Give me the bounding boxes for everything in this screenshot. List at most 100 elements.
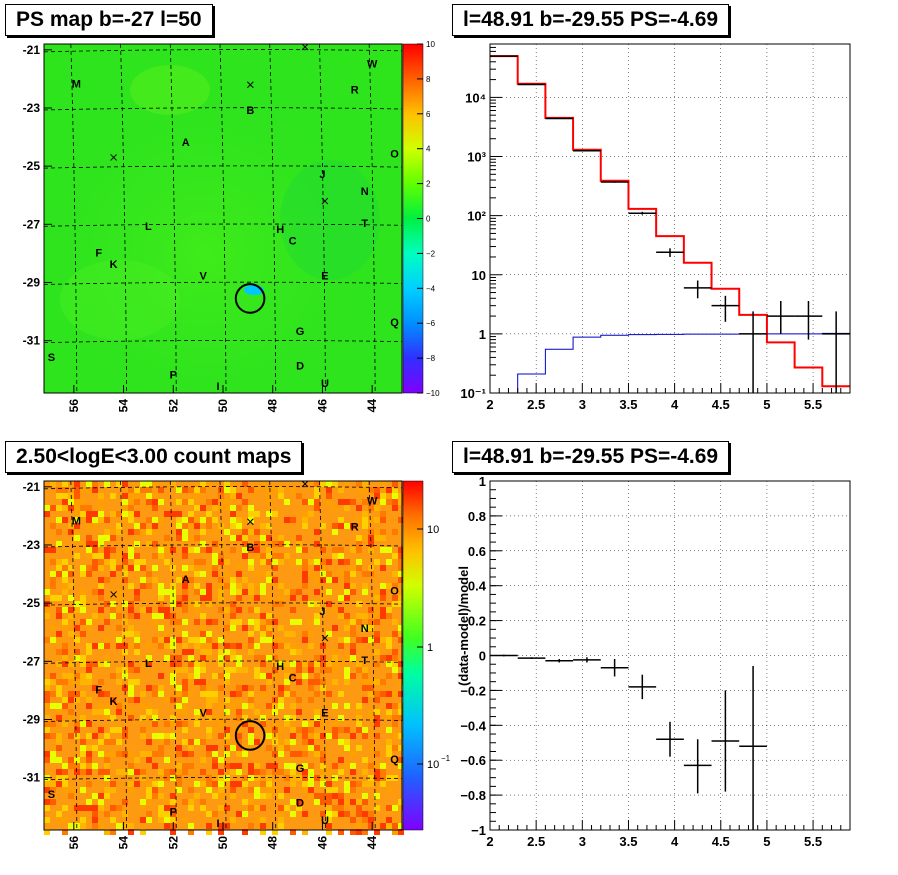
count-map-pixel [314, 721, 320, 727]
count-map-pixel [200, 661, 206, 667]
count-map-pixel [86, 571, 92, 577]
count-map-pixel [182, 487, 188, 493]
count-map-pixel [164, 775, 170, 781]
count-map-pixel [314, 715, 320, 721]
count-map-pixel [230, 577, 236, 583]
source-label: O [390, 585, 399, 597]
colorbar-tick-label: −8 [426, 354, 436, 363]
count-map-pixel [356, 709, 362, 715]
count-map-pixel [332, 805, 338, 811]
count-map-pixel [302, 577, 308, 583]
source-label: C [289, 673, 297, 685]
count-map-pixel [62, 679, 68, 685]
count-map-pixel [218, 505, 224, 511]
count-map-pixel [260, 559, 266, 565]
count-map-pixel [50, 787, 56, 793]
count-map-pixel [314, 541, 320, 547]
count-map-pixel [362, 829, 368, 835]
count-map-pixel [344, 637, 350, 643]
count-map-pixel [176, 517, 182, 523]
count-map-pixel [200, 613, 206, 619]
ps-map-texture [44, 44, 402, 393]
count-map-pixel [56, 739, 62, 745]
count-map-pixel [110, 607, 116, 613]
count-map-pixel [362, 535, 368, 541]
count-map-pixel [380, 589, 386, 595]
count-map-pixel [392, 487, 398, 493]
count-map-pixel [368, 565, 374, 571]
count-map-pixel [134, 781, 140, 787]
count-map-pixel [290, 781, 296, 787]
count-map-pixel [62, 505, 68, 511]
count-map-pixel [278, 535, 284, 541]
count-map-pixel [230, 511, 236, 517]
spectrum-y-tick-label: 10³ [467, 150, 486, 165]
count-map-pixel [56, 811, 62, 817]
count-map-pixel [398, 553, 404, 559]
source-label: O [390, 148, 399, 160]
count-map-pixel [230, 625, 236, 631]
count-map-pixel [74, 601, 80, 607]
count-map-pixel [218, 493, 224, 499]
count-map-pixel [188, 799, 194, 805]
count-map-pixel [122, 751, 128, 757]
count-map-pixel [140, 487, 146, 493]
residual-y-tick-label: 0.4 [468, 579, 487, 594]
count-map-pixel [176, 523, 182, 529]
count-map-pixel [290, 703, 296, 709]
count-map-pixel [284, 499, 290, 505]
count-map-pixel [164, 511, 170, 517]
count-map-pixel [254, 673, 260, 679]
count-colorbar-label: 10 [427, 524, 439, 536]
count-map-pixel [326, 577, 332, 583]
count-map-pixel [326, 691, 332, 697]
count-map-pixel [320, 541, 326, 547]
count-map-pixel [332, 505, 338, 511]
count-map-pixel [218, 721, 224, 727]
count-map-pixel [86, 619, 92, 625]
count-map-pixel [92, 559, 98, 565]
count-map-pixel [278, 541, 284, 547]
count-map-pixel [176, 595, 182, 601]
count-map-pixel [176, 601, 182, 607]
count-map-pixel [314, 559, 320, 565]
count-map-pixel [212, 619, 218, 625]
count-map-pixel [374, 589, 380, 595]
count-map-pixel [344, 811, 350, 817]
count-map-pixel [212, 727, 218, 733]
count-map-pixel [248, 733, 254, 739]
count-map-pixel [104, 529, 110, 535]
count-map-pixel [332, 679, 338, 685]
count-map-pixel [134, 487, 140, 493]
count-map-pixel [296, 775, 302, 781]
graticule-latitude-line [43, 486, 403, 490]
count-map-pixel [368, 499, 374, 505]
residual-x-tick-label: 4.5 [712, 834, 730, 849]
count-map-pixel [266, 745, 272, 751]
count-map-pixel [272, 565, 278, 571]
count-map-pixel [86, 643, 92, 649]
count-map-pixel [218, 757, 224, 763]
source-label: J [319, 606, 325, 618]
count-map-pixel [86, 481, 92, 487]
count-map-pixel [182, 589, 188, 595]
count-map-pixel [200, 487, 206, 493]
count-map-pixel [344, 613, 350, 619]
count-map-pixel [134, 541, 140, 547]
count-map-pixel [176, 511, 182, 517]
count-map-pixel [56, 529, 62, 535]
count-map-pixel [212, 793, 218, 799]
count-map-pixel [164, 613, 170, 619]
count-map-pixel [344, 727, 350, 733]
count-map-pixel [110, 715, 116, 721]
count-map-pixel [104, 661, 110, 667]
spectrum-x-tick-label: 4 [671, 397, 679, 412]
count-map-pixel [110, 817, 116, 823]
count-map-pixel [212, 751, 218, 757]
count-map-pixel [308, 661, 314, 667]
count-map-pixel [350, 499, 356, 505]
count-map-pixel [248, 511, 254, 517]
count-map-pixel [164, 697, 170, 703]
source-label: N [361, 186, 369, 198]
